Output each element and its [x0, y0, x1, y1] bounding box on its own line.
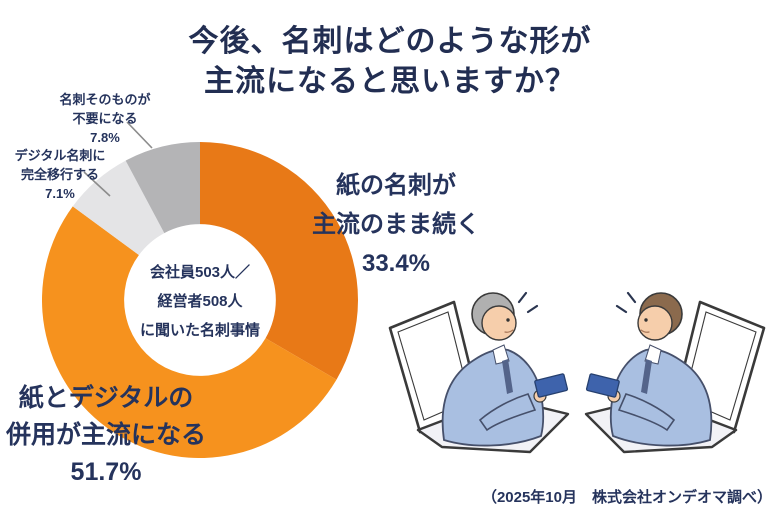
left-laptop-person-illustration: [388, 291, 570, 454]
donut-slice: [125, 142, 200, 234]
online-business-card-exchange-illustration: [388, 291, 766, 454]
segment-label-text: 主流のまま続く: [312, 211, 480, 238]
page-title-line2: 主流になると思いますか？: [204, 65, 576, 98]
page-title-line1: 今後、名刺はどのような形が: [188, 25, 592, 58]
donut-center-label: 会社員503人／ 経営者508人 に聞いた名刺事情: [110, 258, 290, 345]
segment-label-text: デジタル名刺に: [14, 148, 106, 163]
segment-label-text: 併用が主流になる: [5, 421, 206, 449]
segment-label-paper-mainstream: 紙の名刺が 主流のまま続く 33.4%: [296, 166, 496, 283]
center-label-line3: に聞いた名刺事情: [139, 322, 260, 339]
segment-label-text: 紙とデジタルの: [18, 384, 194, 412]
segment-pct: 33.4%: [361, 250, 431, 277]
segment-pct: 7.8%: [90, 130, 120, 145]
source-note: （2025年10月 株式会社オンデオマ調べ）: [481, 489, 772, 506]
segment-pct: 7.1%: [45, 186, 75, 201]
donut-slice: [42, 206, 337, 458]
center-label-line1: 会社員503人／: [149, 264, 251, 281]
segment-label-full-digital: デジタル名刺に 完全移行する 7.1%: [0, 146, 120, 203]
segment-label-text: 名刺そのものが: [59, 92, 151, 107]
page-title: 今後、名刺はどのような形が 主流になると思いますか？: [0, 22, 780, 102]
segment-pct: 51.7%: [70, 458, 142, 486]
segment-label-text: 紙の名刺が: [336, 172, 456, 199]
segment-label-no-longer-needed: 名刺そのものが 不要になる 7.8%: [30, 90, 180, 147]
segment-label-paper-digital-mix: 紙とデジタルの 併用が主流になる 51.7%: [0, 380, 212, 491]
center-label-line2: 経営者508人: [157, 293, 243, 310]
segment-label-text: 完全移行する: [20, 167, 99, 182]
donut-slice: [200, 142, 358, 380]
segment-label-text: 不要になる: [72, 111, 138, 126]
donut-chart: [42, 142, 358, 458]
right-laptop-person-illustration: [584, 291, 766, 454]
